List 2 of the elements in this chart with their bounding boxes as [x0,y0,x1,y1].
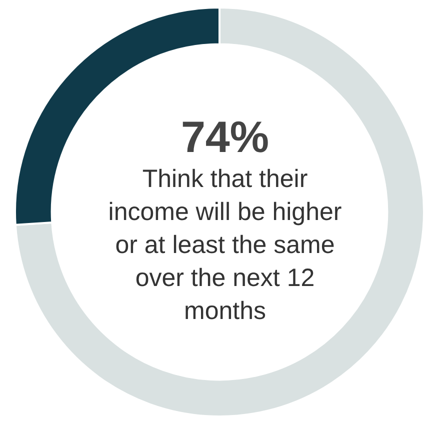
text: Think that their income will be higher or at least the same over the next 12 months [107,164,343,326]
text: 74% [180,112,270,162]
